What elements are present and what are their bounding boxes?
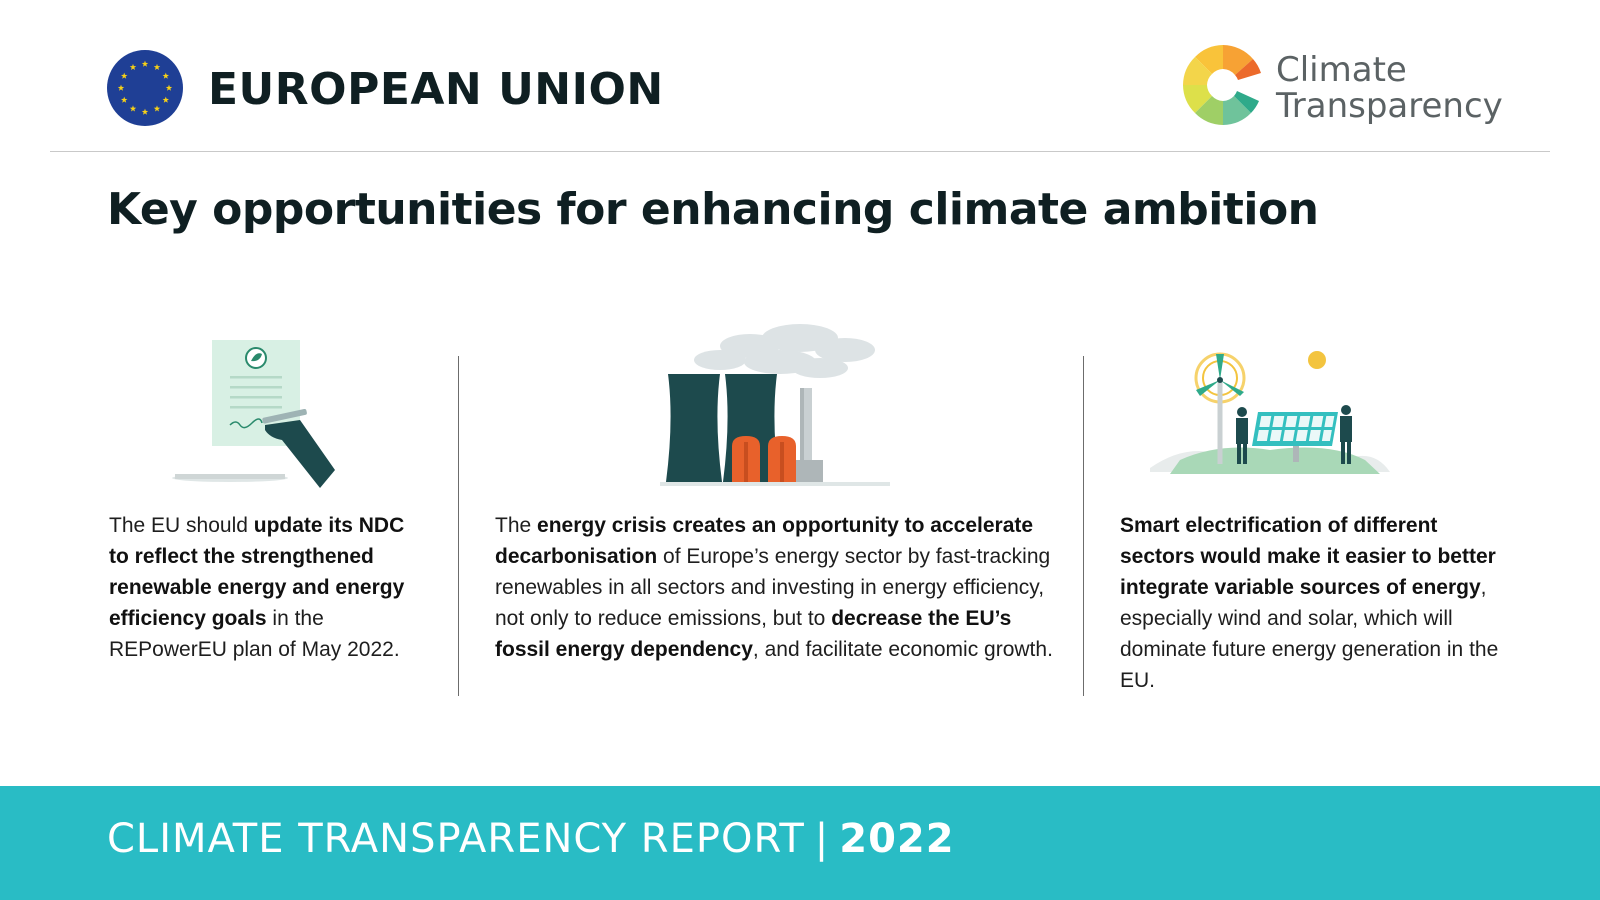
footer-separator: | [814, 816, 830, 862]
eu-title: EUROPEAN UNION [208, 64, 664, 115]
wind-solar-icon [1150, 351, 1390, 474]
opportunity-text-ndc: The EU should update its NDC to reflect … [109, 510, 429, 665]
eu-flag-icon [107, 50, 183, 126]
eu-star-icon [117, 84, 125, 91]
text-run: of Europe’s energy sector by fast-tracki… [495, 545, 1051, 630]
text-run: The EU should [109, 514, 254, 537]
eu-star-icon [141, 60, 149, 67]
opportunity-text-electrification: Smart electrification of different secto… [1120, 510, 1500, 696]
eu-star-icon [129, 63, 137, 70]
text-run: , and facilitate economic growth. [752, 638, 1053, 661]
page-title: Key opportunities for enhancing climate … [107, 184, 1319, 235]
eu-star-icon [141, 108, 149, 115]
column-divider [458, 356, 459, 696]
text-run: in the REPowerEU plan of May 2022. [109, 607, 400, 661]
eu-star-icon [153, 105, 161, 112]
header-divider [50, 151, 1550, 152]
text-emphasis: decrease the EU’s fossil energy dependen… [495, 607, 1012, 661]
footer-banner: CLIMATE TRANSPARENCY REPORT | 2022 [0, 786, 1600, 900]
eu-star-icon [153, 63, 161, 70]
eu-star-icon [162, 96, 170, 103]
logo-word-climate: Climate [1276, 50, 1407, 90]
footer-label: CLIMATE TRANSPARENCY REPORT [107, 816, 805, 862]
eu-star-icon [162, 72, 170, 79]
footer-text: CLIMATE TRANSPARENCY REPORT | 2022 [107, 816, 955, 862]
eu-star-icon [165, 84, 173, 91]
footer-year: 2022 [839, 816, 955, 862]
eu-star-icon [129, 105, 137, 112]
power-plant-icon [660, 324, 890, 486]
text-run: , especially wind and solar, which will … [1120, 576, 1499, 692]
eu-star-icon [120, 96, 128, 103]
opportunity-text-energy-crisis: The energy crisis creates an opportunity… [495, 510, 1055, 665]
text-run: The [495, 514, 538, 537]
logo-word-transparency: Transparency [1276, 86, 1503, 126]
text-emphasis: update its NDC to reflect the strengthen… [109, 514, 405, 630]
eu-star-icon [120, 72, 128, 79]
signing-document-icon [172, 340, 335, 488]
climate-transparency-logo-icon [1183, 45, 1261, 125]
text-emphasis: Smart electrification of different secto… [1120, 514, 1496, 599]
column-divider [1083, 356, 1084, 696]
header: EUROPEAN UNION Climate Transparency [0, 0, 1600, 150]
text-emphasis: energy crisis creates an opportunity to … [495, 514, 1034, 568]
